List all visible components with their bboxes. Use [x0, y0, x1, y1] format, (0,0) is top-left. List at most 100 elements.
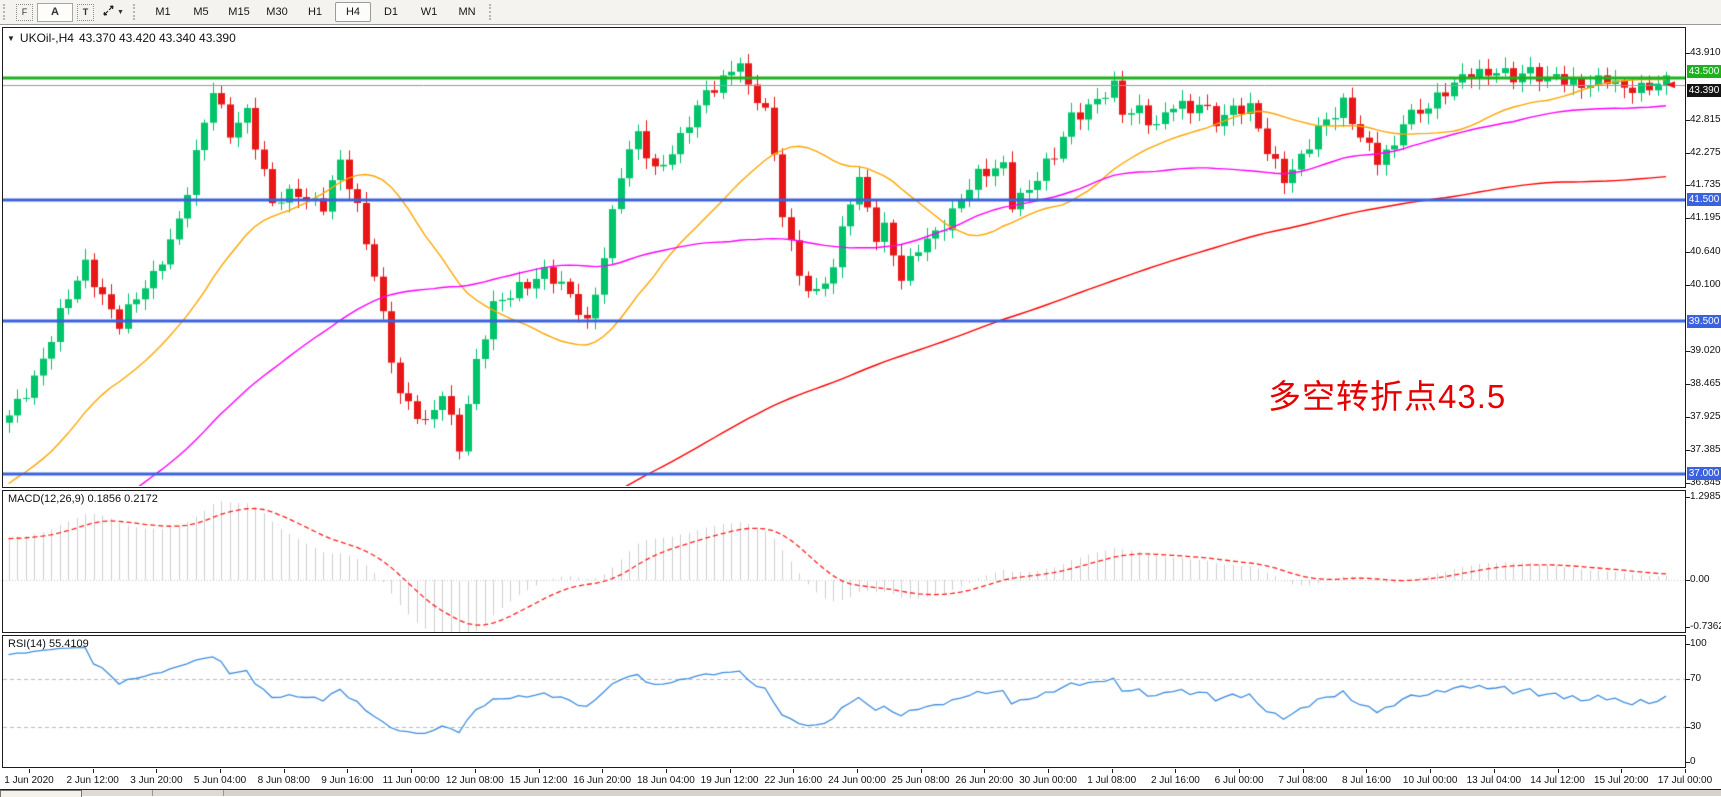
- axis-tick: [1686, 218, 1690, 220]
- time-tick: [474, 769, 476, 773]
- time-axis-label: 10 Jul 00:00: [1402, 775, 1458, 786]
- price-tag-41.500: 41.500: [1687, 193, 1721, 207]
- axis-tick: [1686, 152, 1690, 154]
- toolbar: F A T ▼ M1 M5 M15 M30 H1 H4 D1 W1 MN: [0, 0, 1721, 25]
- price-axis-label: 37.385: [1690, 444, 1721, 456]
- axis-tick: [1686, 252, 1690, 253]
- time-axis-label: 9 Jun 16:00: [321, 775, 374, 786]
- time-tick: [1557, 769, 1559, 773]
- chart-tab[interactable]: [82, 790, 153, 796]
- timeframe-d1-button[interactable]: D1: [383, 6, 399, 18]
- price-axis-label: 36.845: [1690, 476, 1721, 488]
- axis-tick: [1686, 580, 1690, 581]
- axis-tick: [1686, 644, 1690, 645]
- price-tag-37.000: 37.000: [1687, 467, 1721, 481]
- macd-indicator-label: MACD(12,26,9) 0.1856 0.2172: [8, 493, 158, 505]
- time-axis-label: 12 Jun 08:00: [445, 775, 504, 786]
- macd-chart-canvas[interactable]: [3, 491, 1685, 632]
- axis-tick: [1686, 627, 1690, 629]
- price-axis-label: 39.020: [1690, 344, 1721, 356]
- timeframe-w1-button[interactable]: W1: [420, 6, 438, 18]
- time-tick: [1430, 769, 1432, 773]
- price-axis-label: 38.465: [1690, 378, 1721, 390]
- price-tag-43.500: 43.500: [1687, 64, 1721, 78]
- rsi-axis-label: 0: [1690, 756, 1696, 767]
- time-tick: [347, 769, 349, 773]
- time-axis[interactable]: 1 Jun 2020 2 Jun 12:00 3 Jun 20:00 5 Jun 04…: [0, 769, 1721, 790]
- rsi-panel-frame: [2, 635, 1686, 768]
- time-axis-label: 13 Jul 04:00: [1466, 775, 1522, 786]
- timeframe-button-group: M1 M5 M15 M30 H1 H4 D1 W1 MN: [144, 2, 486, 22]
- price-axis-label: 41.195: [1690, 212, 1721, 224]
- time-tick: [1493, 769, 1495, 773]
- time-axis-label: 24 Jun 00:00: [828, 775, 886, 786]
- chart-title: ▼ UKOil-,H4 43.370 43.420 43.340 43.390: [7, 31, 236, 45]
- timeframe-h4-button[interactable]: H4: [335, 2, 371, 22]
- time-axis-label: 7 Jul 08:00: [1278, 775, 1328, 786]
- timeframe-m30-button[interactable]: M30: [266, 6, 288, 18]
- time-axis-label: 26 Jun 20:00: [955, 775, 1014, 786]
- axis-tick: [1686, 284, 1690, 286]
- chart-tabs-strip: [0, 790, 1721, 797]
- toolbar-separator: [133, 4, 139, 20]
- timeframe-m5-button[interactable]: M5: [193, 6, 209, 18]
- text-label-button[interactable]: T: [77, 3, 94, 21]
- rsi-chart-canvas[interactable]: [3, 636, 1685, 767]
- time-axis-label: 19 Jun 12:00: [700, 775, 759, 786]
- axis-tick: [1686, 726, 1690, 728]
- time-tick: [793, 769, 795, 773]
- price-axis-label: 42.275: [1690, 146, 1721, 158]
- time-tick: [856, 769, 858, 773]
- time-axis-label: 8 Jul 16:00: [1342, 775, 1391, 786]
- price-axis-label: 42.815: [1690, 113, 1721, 125]
- chart-tab[interactable]: [153, 790, 224, 796]
- axis-tick: [1686, 417, 1690, 419]
- price-axis-label: 40.100: [1690, 278, 1721, 290]
- timeframe-h1-button[interactable]: H1: [307, 6, 323, 18]
- rsi-axis-label: 70: [1690, 673, 1702, 685]
- toolbar-drag-handle[interactable]: [3, 4, 9, 20]
- axis-tick: [1686, 185, 1690, 187]
- dock-grid-icon[interactable]: F: [16, 3, 33, 21]
- time-tick: [984, 769, 986, 773]
- time-tick: [665, 769, 667, 773]
- price-axis-label: 41.735: [1690, 179, 1721, 191]
- time-tick: [920, 769, 922, 773]
- timeframe-m15-button[interactable]: M15: [228, 6, 250, 18]
- timeframe-mn-button[interactable]: MN: [458, 6, 476, 18]
- macd-axis-label: 0.00: [1690, 574, 1710, 585]
- cursor-tool-button[interactable]: ▼: [97, 2, 129, 22]
- axis-tick: [1686, 350, 1690, 352]
- time-axis-label: 14 Jul 12:00: [1530, 775, 1585, 786]
- macd-axis-label: -0.7362: [1690, 621, 1721, 633]
- time-axis-label: 25 Jun 08:00: [891, 775, 950, 786]
- time-tick: [1621, 769, 1623, 773]
- time-tick: [602, 769, 604, 773]
- arrows-icon: [102, 4, 115, 20]
- time-tick: [156, 769, 158, 773]
- price-tag-43.390: 43.390: [1687, 83, 1721, 97]
- macd-panel-frame: [2, 490, 1686, 633]
- time-tick: [538, 769, 540, 773]
- time-axis-label: 6 Jul 00:00: [1214, 775, 1264, 786]
- time-axis-border: [0, 789, 1721, 790]
- time-tick: [1239, 769, 1241, 773]
- time-axis-label: 5 Jun 04:00: [193, 775, 247, 786]
- annotate-text-button[interactable]: A: [37, 2, 73, 22]
- rsi-indicator-label: RSI(14) 55.4109: [8, 638, 89, 650]
- chevron-down-icon: ▼: [117, 8, 124, 16]
- axis-tick: [1686, 119, 1690, 121]
- collapse-triangle-icon[interactable]: ▼: [7, 33, 15, 43]
- time-axis-label: 1 Jul 08:00: [1087, 775, 1137, 786]
- time-axis-label: 15 Jul 20:00: [1594, 775, 1649, 786]
- chart-tab-active[interactable]: [0, 790, 82, 797]
- time-axis-label: 22 Jun 16:00: [764, 775, 823, 786]
- timeframe-m1-button[interactable]: M1: [155, 6, 171, 18]
- price-chart-canvas[interactable]: [3, 28, 1685, 486]
- chinese-annotation-text[interactable]: 多空转折点43.5: [1268, 378, 1507, 415]
- time-axis-label: 30 Jun 00:00: [1019, 775, 1077, 786]
- axis-tick: [1686, 384, 1690, 386]
- price-panel-frame: [2, 27, 1686, 488]
- axis-tick: [1686, 497, 1690, 499]
- time-axis-label: 8 Jun 08:00: [257, 775, 310, 786]
